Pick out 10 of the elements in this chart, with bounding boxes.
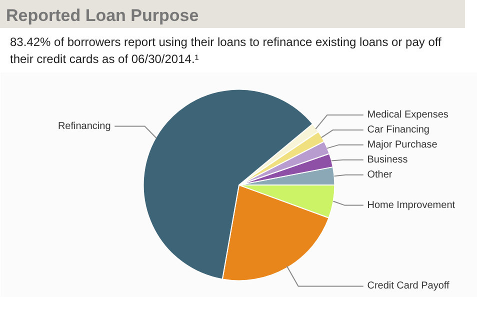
slice-label: Home Improvement <box>367 200 456 211</box>
slice-label: Other <box>367 169 393 180</box>
chart-subtitle: 83.42% of borrowers report using their loans to refinance existing loans or pay off their credit cards as of 06/30/2014.¹ <box>10 34 442 68</box>
slice-label: Refinancing <box>58 120 111 132</box>
slice-label: Business <box>367 154 408 166</box>
chart-title: Reported Loan Purpose <box>6 5 199 27</box>
slice-label: Car Financing <box>367 124 430 136</box>
slice-label: Major Purchase <box>367 139 438 150</box>
slice-label: Credit Card Payoff <box>367 280 450 292</box>
slice-label: Medical Expenses <box>367 110 448 121</box>
